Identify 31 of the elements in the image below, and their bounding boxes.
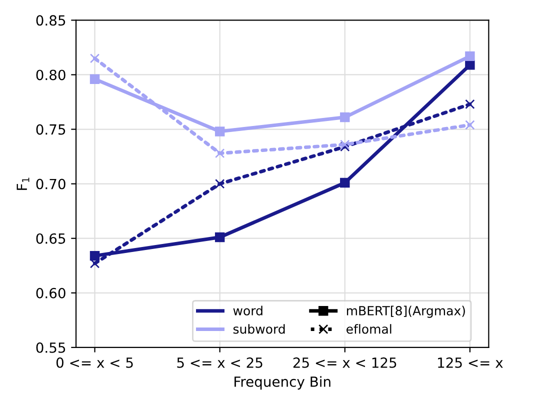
annotation: mBERT[8](Argmax): [346, 306, 465, 318]
point: [465, 60, 475, 70]
point: [465, 51, 475, 62]
x-axis-title: Frequency Bin: [234, 376, 330, 390]
point: [90, 54, 100, 64]
x-tick-label: 25 <= x < 125: [293, 357, 396, 368]
point: [214, 126, 225, 136]
annotation: eflomal: [346, 324, 392, 334]
y-axis-title: F$_{1}$: [16, 178, 30, 190]
legend-label: word: [233, 306, 262, 316]
y-tick-label: 0.65: [36, 233, 66, 244]
legend-label: subword: [233, 324, 285, 334]
point: [340, 112, 350, 122]
y-tick-label: 0.55: [36, 342, 66, 353]
y-tick-label: 0.75: [36, 124, 66, 135]
y-tick-label: 0.85: [36, 15, 66, 26]
y-tick-label: 0.80: [36, 70, 66, 80]
y-tick-label: 0.60: [36, 288, 66, 298]
point: [465, 99, 475, 110]
x-tick-label: 0 <= x < 5: [56, 357, 133, 368]
point: [340, 178, 350, 188]
point: [214, 148, 225, 158]
point: [214, 178, 225, 189]
point: [90, 74, 100, 84]
point: [90, 250, 100, 261]
point: [340, 140, 350, 150]
point: [214, 232, 225, 242]
point: [465, 120, 475, 130]
y-tick-label: 0.70: [36, 178, 66, 190]
x-tick-label: 125 <= x: [438, 357, 503, 368]
x-tick-label: 5 <= x < 25: [177, 357, 262, 368]
